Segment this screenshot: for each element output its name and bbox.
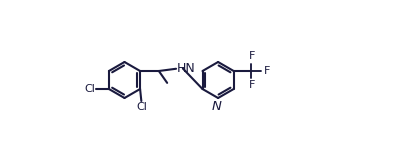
Text: Cl: Cl	[85, 84, 96, 94]
Text: Cl: Cl	[136, 102, 147, 112]
Text: HN: HN	[177, 61, 196, 75]
Text: F: F	[249, 52, 255, 61]
Text: F: F	[264, 66, 270, 76]
Text: F: F	[249, 80, 255, 91]
Text: N: N	[212, 100, 222, 113]
